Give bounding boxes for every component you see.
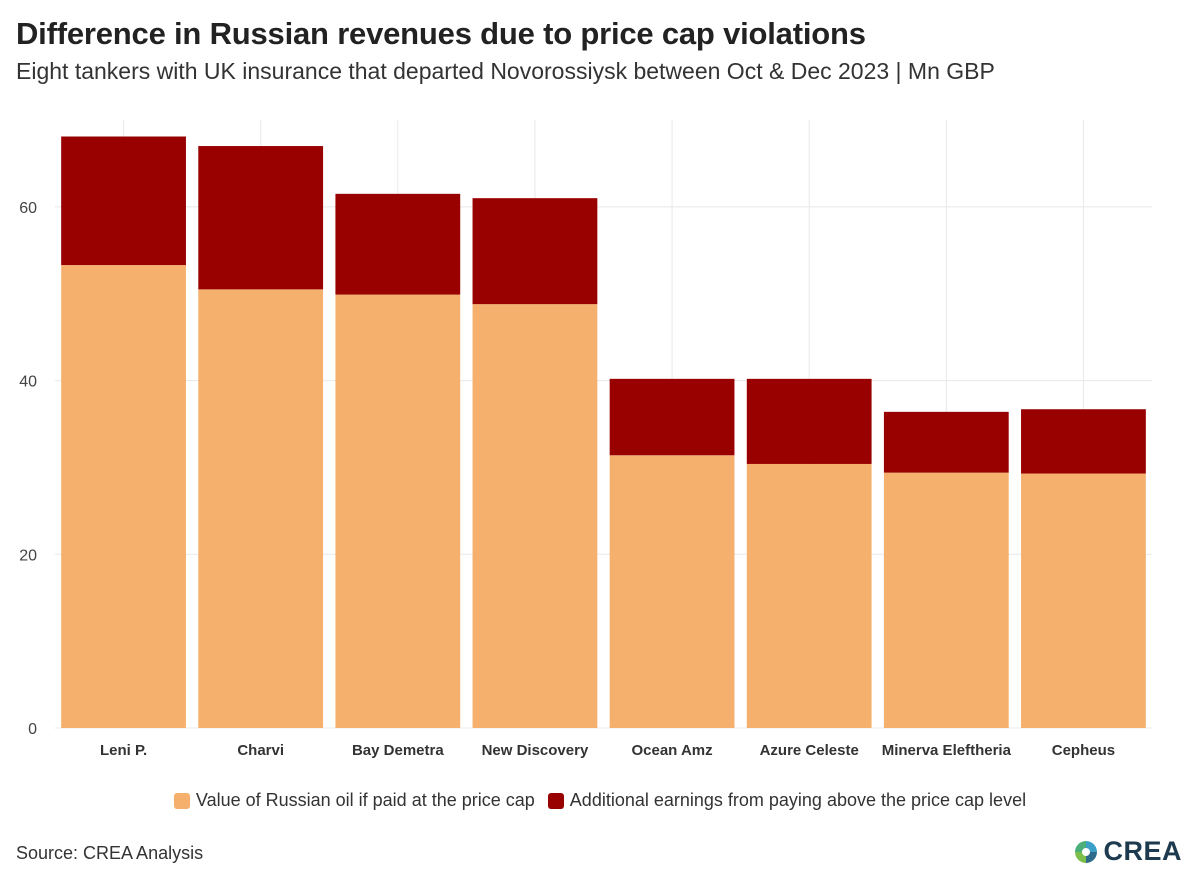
x-tick-label: Azure Celeste bbox=[760, 742, 859, 759]
crea-logo-text: CREA bbox=[1103, 836, 1182, 866]
bar-base-0[interactable] bbox=[61, 265, 186, 728]
y-tick-label: 60 bbox=[19, 200, 37, 217]
x-tick-label: Leni P. bbox=[100, 742, 147, 759]
bar-extra-7[interactable] bbox=[1021, 409, 1146, 474]
chart-title: Difference in Russian revenues due to pr… bbox=[16, 16, 866, 51]
x-tick-label: Minerva Eleftheria bbox=[882, 742, 1012, 759]
bar-extra-5[interactable] bbox=[746, 378, 872, 464]
bar-extra-3[interactable] bbox=[472, 198, 598, 305]
legend-swatch-extra bbox=[547, 792, 564, 809]
x-tick-label: Charvi bbox=[237, 742, 284, 759]
bar-chart: 0 20 40 60 Leni P. Charvi Bay Demetra New Disco… bbox=[19, 120, 1152, 759]
bar-extra-6[interactable] bbox=[883, 411, 1009, 473]
y-tick-label: 40 bbox=[19, 374, 37, 391]
legend-label-base: Value of Russian oil if paid at the pric… bbox=[195, 790, 535, 810]
y-tick-label: 20 bbox=[19, 547, 37, 564]
crea-logo: CREA bbox=[1073, 836, 1182, 867]
bar-base-2[interactable] bbox=[335, 294, 461, 728]
legend: Value of Russian oil if paid at the pric… bbox=[0, 790, 1200, 814]
bar-base-4[interactable] bbox=[609, 455, 735, 728]
legend-swatch-base bbox=[173, 792, 190, 809]
bar-extra-4[interactable] bbox=[609, 378, 735, 456]
x-tick-label: New Discovery bbox=[482, 742, 589, 759]
bar-base-1[interactable] bbox=[198, 289, 324, 728]
chart-subtitle: Eight tankers with UK insurance that dep… bbox=[16, 58, 995, 84]
y-tick-label: 0 bbox=[28, 721, 37, 738]
bar-base-6[interactable] bbox=[883, 472, 1009, 728]
source-note: Source: CREA Analysis bbox=[16, 843, 204, 863]
x-tick-label: Ocean Amz bbox=[631, 742, 712, 759]
crea-logo-icon bbox=[1075, 840, 1098, 863]
legend-item-extra[interactable]: Additional earnings from paying above th… bbox=[547, 790, 1027, 811]
bar-extra-1[interactable] bbox=[198, 146, 324, 290]
bar-base-5[interactable] bbox=[746, 463, 872, 728]
legend-item-base[interactable]: Value of Russian oil if paid at the pric… bbox=[173, 790, 535, 811]
bar-extra-0[interactable] bbox=[61, 136, 186, 266]
bar-base-3[interactable] bbox=[472, 304, 598, 728]
x-tick-label: Cepheus bbox=[1052, 742, 1115, 759]
bar-extra-2[interactable] bbox=[335, 193, 461, 295]
bar-base-7[interactable] bbox=[1021, 473, 1146, 728]
x-tick-label: Bay Demetra bbox=[352, 742, 444, 759]
legend-label-extra: Additional earnings from paying above th… bbox=[569, 790, 1027, 810]
